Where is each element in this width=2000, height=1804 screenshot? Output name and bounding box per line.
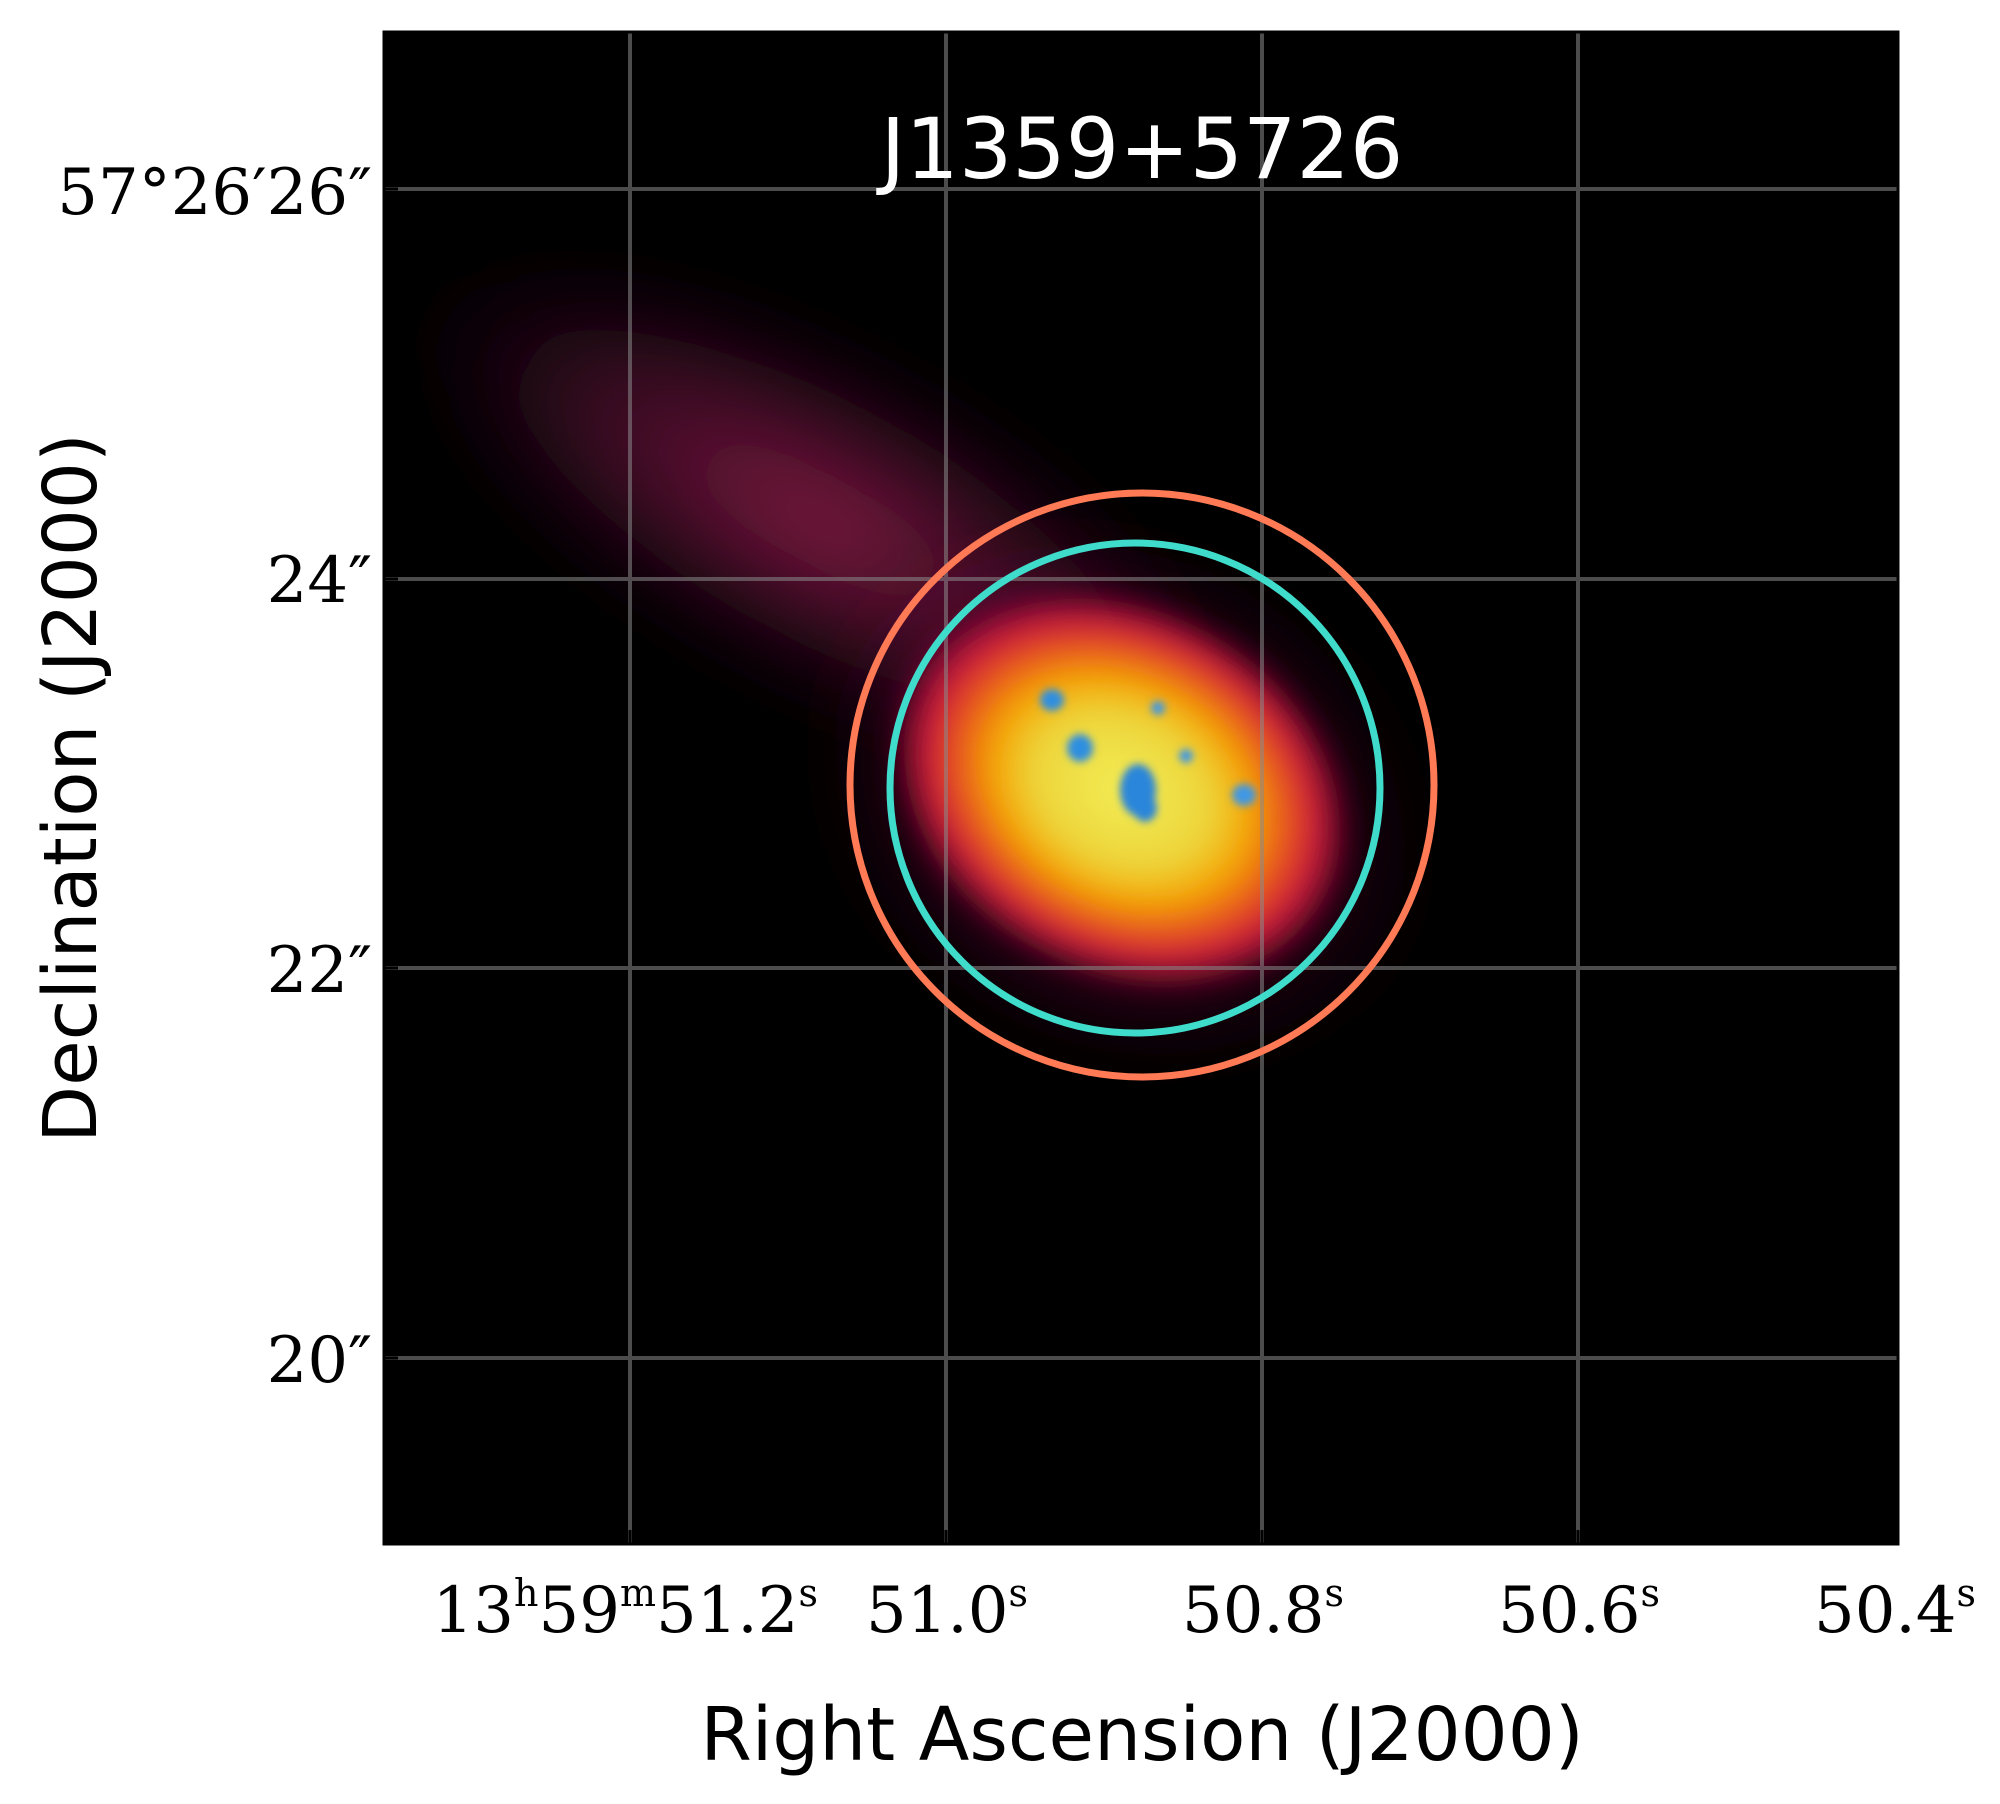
y-axis: 57°26′26″ 24″ 22″ 20″ (57, 156, 372, 1398)
figure-title: J1359+5726 (876, 100, 1404, 198)
coordinate-grid (384, 32, 1898, 1544)
x-tick-label: 50.4s (1814, 1571, 1976, 1648)
image-frame (382, 30, 1900, 1546)
x-tick-label: 50.6s (1498, 1571, 1660, 1648)
y-tick-label: 24″ (267, 544, 372, 618)
x-axis: 13h59m51.2s 51.0s 50.8s 50.6s 50.4s (433, 1571, 1976, 1648)
blue-knot (1040, 689, 1064, 711)
blue-knot (1151, 701, 1165, 715)
x-tick-label: 50.8s (1182, 1571, 1344, 1648)
y-tick-label: 20″ (267, 1324, 372, 1398)
tick-marks (384, 187, 1580, 1544)
blue-knot (1232, 784, 1256, 806)
blue-knot (1067, 734, 1093, 762)
galaxy-emission (389, 251, 1436, 1077)
inner-aperture-circle (886, 539, 1384, 1037)
y-tick-label: 22″ (267, 934, 372, 1008)
image-panel: J1359+5726 (382, 30, 1900, 1546)
blue-knot (1179, 749, 1193, 763)
y-tick-label: 57°26′26″ (57, 156, 372, 230)
y-axis-label: Declination (J2000) (28, 433, 114, 1143)
blue-knot (1133, 794, 1157, 822)
x-axis-label: Right Ascension (J2000) (700, 1692, 1583, 1778)
x-tick-label: 51.0s (866, 1571, 1028, 1648)
outer-aperture-circle (846, 489, 1438, 1081)
x-tick-label-first: 13h59m51.2s (433, 1571, 818, 1648)
blue-knots (1040, 689, 1256, 822)
